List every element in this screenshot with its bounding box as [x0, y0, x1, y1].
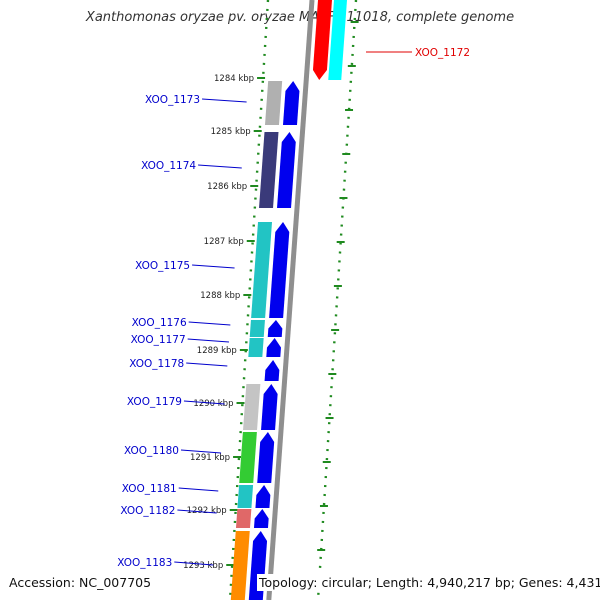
gene-label-xoo_1175[interactable]: XOO_1175	[135, 260, 190, 272]
rings-layer	[228, 0, 358, 600]
gene-category-band	[265, 81, 283, 125]
gene-arrow[interactable]	[261, 384, 278, 430]
gene-feature-xoo_1180[interactable]	[239, 432, 275, 483]
label-leader-line	[188, 321, 231, 326]
scale-tick-label: 1287 kbp	[204, 237, 244, 247]
label-leader-line	[178, 487, 219, 492]
gene-label-xoo_1177[interactable]: XOO_1177	[131, 334, 186, 346]
scale-tick-label: 1284 kbp	[214, 74, 254, 84]
label-leader-line	[202, 98, 247, 103]
gene-arrow[interactable]	[312, 0, 332, 80]
gene-arrow[interactable]	[266, 338, 281, 357]
label-leader-line	[177, 509, 217, 514]
gene-arrow[interactable]	[253, 509, 269, 528]
label-leader-line	[187, 338, 230, 343]
gene-arrow[interactable]	[277, 132, 296, 208]
gene-feature-xoo_1181[interactable]	[237, 485, 271, 508]
gene-label-xoo_1178[interactable]: XOO_1178	[129, 358, 184, 370]
scale-tick-label: 1293 kbp	[183, 561, 223, 571]
scale-tick-label: 1288 kbp	[200, 291, 240, 301]
label-layer: XOO_1172 XOO_1173 XOO_1174 XOO_1175 XOO_1176…	[117, 47, 470, 569]
scale-tick-label: 1289 kbp	[197, 346, 237, 356]
gene-feature-xoo_1174[interactable]	[259, 132, 296, 208]
gene-label-xoo_1173[interactable]: XOO_1173	[145, 94, 200, 106]
gene-feature-xoo_1178[interactable]	[264, 360, 280, 381]
gene-arrow[interactable]	[264, 360, 280, 381]
gene-label-xoo_1179[interactable]: XOO_1179	[127, 396, 182, 408]
gene-label-xoo_1174[interactable]: XOO_1174	[141, 160, 196, 172]
genome-backbone	[266, 0, 315, 600]
scale-tick-label: 1286 kbp	[207, 182, 247, 192]
gene-label-xoo_1180[interactable]: XOO_1180	[124, 445, 179, 457]
gene-category-band	[328, 0, 347, 80]
gene-arrow[interactable]	[267, 320, 283, 337]
gene-label-xoo_1176[interactable]: XOO_1176	[132, 317, 187, 329]
scale-tick-label: 1285 kbp	[211, 127, 251, 137]
gene-label-xoo_1182[interactable]: XOO_1182	[120, 505, 175, 517]
gene-category-band	[251, 222, 273, 318]
gene-category-band	[235, 509, 252, 528]
scale-tick-label: 1290 kbp	[193, 399, 233, 409]
gene-feature-xoo_1176[interactable]	[249, 320, 283, 337]
gene-feature-xoo_1172[interactable]	[312, 0, 347, 80]
label-leader-line	[183, 400, 225, 405]
gene-label-xoo_1183[interactable]: XOO_1183	[117, 557, 172, 569]
gene-feature-xoo_1179[interactable]	[243, 384, 278, 430]
feature-layer	[230, 0, 347, 600]
gene-category-band	[237, 485, 254, 508]
label-leader-line	[186, 362, 228, 367]
label-leader-line	[174, 561, 214, 566]
outer-dotted-ring	[316, 0, 358, 600]
gene-category-band	[248, 338, 264, 357]
gene-category-band	[259, 132, 279, 208]
gene-category-band	[249, 320, 265, 337]
scale-tick-label: 1292 kbp	[187, 506, 227, 516]
gene-arrow[interactable]	[283, 81, 300, 125]
gene-arrow[interactable]	[269, 222, 290, 318]
inner-dotted-ring	[228, 0, 270, 600]
accession-text: Accession: NC_007705	[7, 574, 154, 591]
label-leader-line	[198, 164, 242, 169]
gene-arrow[interactable]	[255, 485, 271, 508]
gene-feature-xoo_1177[interactable]	[248, 338, 281, 357]
gene-category-band	[230, 531, 250, 600]
gene-feature-xoo_1175[interactable]	[251, 222, 290, 318]
label-leader-line	[192, 264, 235, 269]
label-leader-line	[180, 449, 222, 454]
gene-label-xoo_1181[interactable]: XOO_1181	[122, 483, 177, 495]
gene-label-xoo_1172[interactable]: XOO_1172	[415, 47, 470, 59]
gene-feature-xoo_1182[interactable]	[235, 509, 269, 528]
gene-feature-xoo_1173[interactable]	[265, 81, 300, 125]
topology-text: Topology: circular; Length: 4,940,217 bp…	[257, 574, 600, 591]
scale-tick-label: 1291 kbp	[190, 453, 230, 463]
gene-category-band	[239, 432, 257, 483]
tick-layer: 1284 kbp 1285 kbp 1286 kbp 1287 kbp 1288 kbp…	[183, 21, 359, 571]
gene-arrow[interactable]	[257, 432, 275, 483]
genome-title: Xanthomonas oryzae pv. oryzae MAFF 31101…	[85, 10, 515, 25]
gene-category-band	[243, 384, 261, 430]
